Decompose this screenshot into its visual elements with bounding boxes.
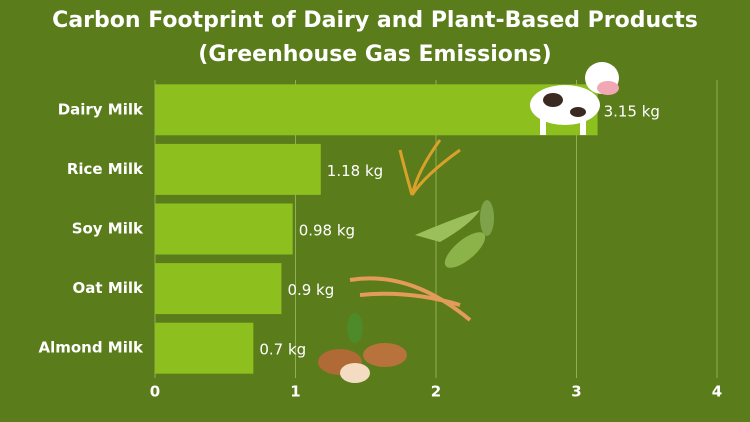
soy-pod [444,232,486,268]
value-label: 3.15 kg [604,102,660,120]
cow-leg [540,118,546,135]
cow-nose [597,81,619,95]
y-tick-label: Almond Milk [38,339,144,357]
cow-spot [543,93,563,107]
value-label: 0.9 kg [287,281,334,299]
y-tick-label: Soy Milk [72,220,144,238]
cow-spot [570,107,586,117]
value-label: 0.98 kg [299,222,355,240]
bar [155,322,254,374]
bars [155,84,598,374]
x-tick-label: 1 [290,383,300,401]
y-tick-label: Rice Milk [67,160,144,178]
soy-pod [415,210,480,242]
almond-leaf [347,313,363,343]
rice [398,139,461,196]
chart-title: (Greenhouse Gas Emissions) [198,42,551,67]
bar [155,143,321,195]
value-label: 1.18 kg [327,162,383,180]
oat [349,276,472,322]
bar [155,84,598,136]
soy-leaf [480,200,494,236]
x-tick-label: 3 [571,383,581,401]
x-tick-label: 4 [712,383,722,401]
illustrations [318,62,619,383]
almond [340,363,370,383]
cow-leg [580,118,586,135]
chart-title: Carbon Footprint of Dairy and Plant-Base… [52,8,698,33]
almond [363,343,407,367]
x-tick-label: 2 [431,383,441,401]
y-tick-label: Oat Milk [73,279,144,297]
value-label: 0.7 kg [259,341,306,359]
y-tick-label: Dairy Milk [58,100,144,118]
bar [155,203,293,255]
bar [155,263,282,315]
x-tick-label: 0 [150,383,160,401]
